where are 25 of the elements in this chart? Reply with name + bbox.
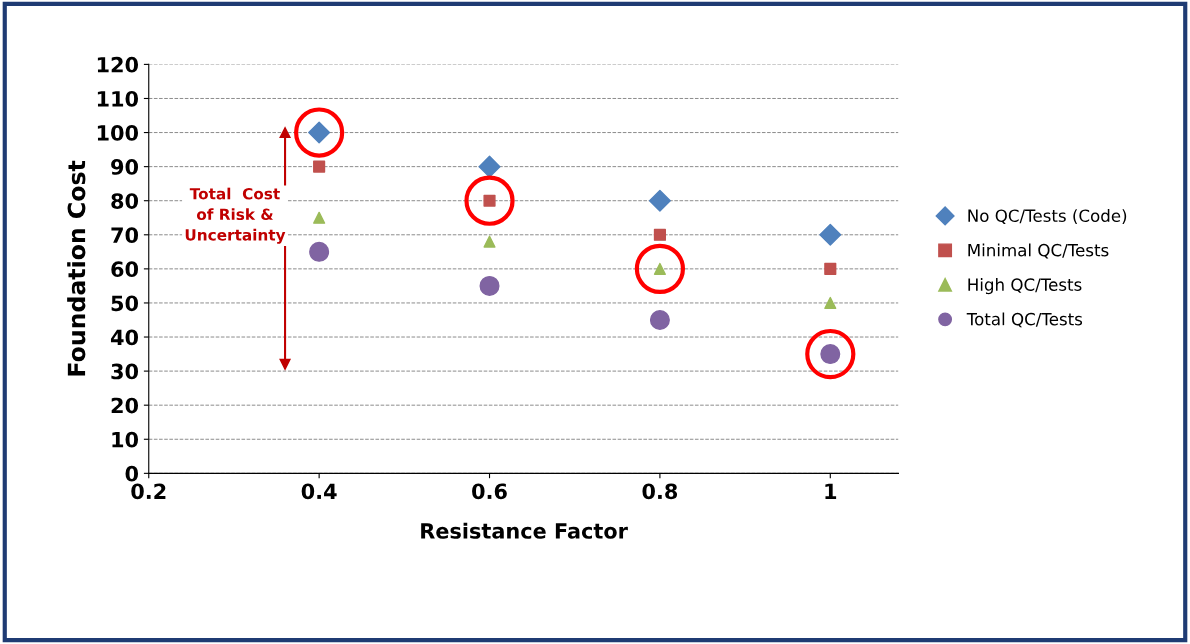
y-tick-label: 110 [97, 90, 139, 107]
x-tick-label: 0.2 [131, 483, 166, 500]
x-tick-label: 0.4 [301, 483, 337, 500]
legend-label: Total QC/Tests [966, 312, 1083, 328]
y-tick-label: 100 [97, 125, 139, 141]
y-tick-label: 60 [111, 261, 139, 278]
y-tick-label: 20 [111, 397, 139, 414]
y-axis-title: Foundation Cost [67, 160, 86, 376]
y-tick-label: 30 [111, 363, 139, 380]
legend-label: Minimal QC/Tests [968, 243, 1109, 259]
y-tick-label: 70 [111, 227, 139, 243]
y-tick-label: 0 [125, 465, 139, 482]
x-tick-label: 1 [825, 483, 837, 499]
x-tick-label: 0.6 [472, 483, 507, 500]
y-tick-label: 120 [97, 56, 139, 73]
y-tick-label: 80 [111, 193, 139, 209]
legend-label: No QC/Tests (Code) [968, 209, 1127, 224]
y-tick-label: 50 [111, 295, 139, 312]
y-tick-label: 90 [111, 159, 139, 175]
annotation: Total Cost of Risk & Uncertainty [185, 187, 286, 244]
x-axis-title: Resistance Factor [421, 522, 628, 539]
x-tick-label: 0.8 [642, 483, 678, 500]
y-tick-label: 10 [112, 431, 139, 448]
legend-label: High QC/Tests [968, 278, 1082, 295]
y-tick-label: 40 [110, 329, 139, 346]
